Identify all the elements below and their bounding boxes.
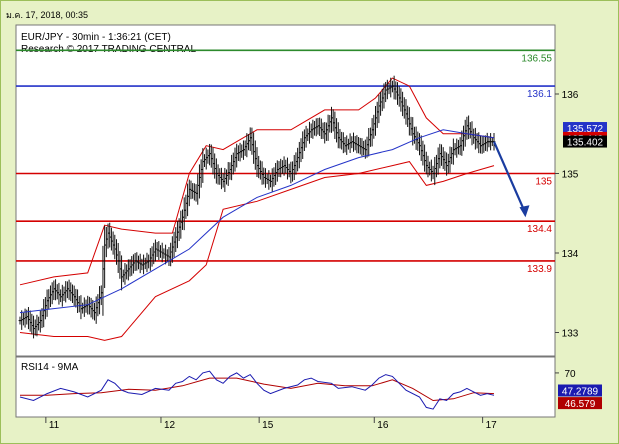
forecast-arrow-head	[519, 205, 530, 218]
header-line1: EUR/JPY - 30min - 1:36:21 (CET)	[21, 32, 171, 43]
time-axis: 11 12 15 16 17	[45, 417, 498, 431]
key-levels: 136.55 136.1 135 134.4 133.9	[16, 49, 555, 275]
level-label: 134.4	[527, 224, 552, 235]
price-tag-box	[563, 135, 607, 148]
rsi-tick-label: 70	[564, 369, 576, 380]
moving-average-line	[19, 129, 495, 314]
x-tick-label: 17	[486, 420, 498, 431]
price-tag-label: 135.402	[567, 138, 604, 149]
x-tick-label: 12	[164, 420, 176, 431]
moving-average	[19, 129, 495, 314]
rsi-label: RSI14 - 9MA	[21, 362, 79, 373]
y-tick-label: 136	[562, 90, 579, 101]
price-tag-box	[563, 122, 607, 135]
rsi-tag-box	[558, 384, 602, 397]
rsi-indicator: 70 47.2789 46.579	[19, 369, 602, 410]
y-tick-label: 135	[562, 170, 579, 181]
bollinger-lower-line	[19, 161, 495, 341]
rsi-tag-label: 46.579	[565, 399, 596, 410]
rsi-tag-box	[558, 397, 602, 410]
x-tick-label: 11	[49, 420, 60, 431]
y-tick-label: 134	[562, 249, 579, 260]
level-label: 133.9	[527, 264, 552, 275]
date-label: ม.ค. 17, 2018, 00:35	[6, 10, 89, 20]
price-tag-label: 135.572	[567, 124, 604, 135]
price-axis: 136 135 134 133	[555, 90, 579, 340]
bollinger-upper-line	[19, 77, 495, 286]
level-label: 136.55	[521, 53, 552, 64]
y-tick-label: 133	[562, 329, 579, 340]
price-panel	[15, 24, 556, 357]
forecast-arrow-shaft	[492, 141, 526, 212]
rsi-ma-line	[20, 377, 495, 402]
forecast-arrow	[492, 141, 530, 218]
rsi-line	[19, 370, 495, 410]
x-tick-label: 16	[377, 420, 389, 431]
level-label: 136.1	[527, 89, 552, 100]
rsi-panel	[15, 356, 556, 418]
level-label: 135	[535, 177, 552, 188]
x-tick-label: 15	[262, 420, 274, 431]
rsi-tag-label: 47.2789	[562, 386, 599, 397]
bollinger-bands	[19, 77, 495, 341]
